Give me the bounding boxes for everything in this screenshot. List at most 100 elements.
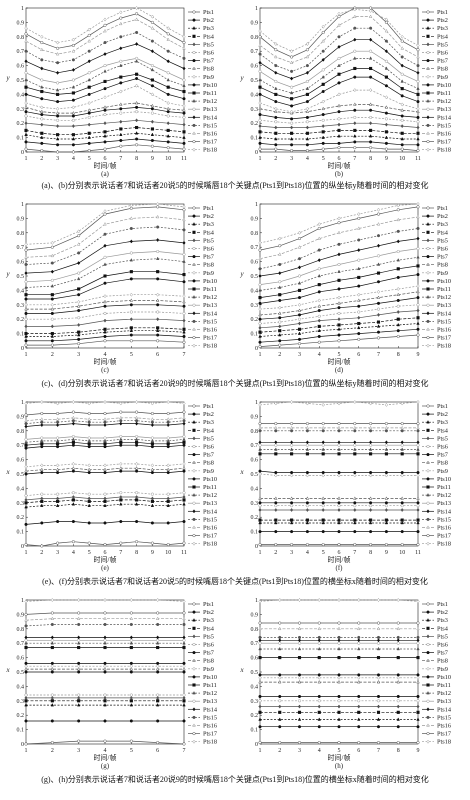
data-point (166, 92, 170, 96)
data-point (357, 694, 361, 699)
data-point (119, 59, 123, 63)
data-point (40, 41, 44, 45)
series-Pts10 (24, 77, 186, 104)
data-point (156, 303, 160, 307)
data-point (305, 70, 310, 75)
data-point (400, 39, 404, 43)
series-Pts4 (258, 316, 420, 334)
data-point (353, 56, 357, 60)
data-point (50, 645, 54, 650)
legend-marker (426, 18, 430, 22)
data-point (278, 717, 282, 721)
data-point (305, 131, 309, 135)
series-line (25, 463, 185, 468)
data-point (182, 635, 186, 640)
x-axis-label: 时间/帧 (94, 161, 117, 170)
legend-marker (192, 83, 196, 87)
data-point (297, 230, 302, 235)
data-point (353, 452, 357, 456)
data-point (50, 622, 54, 627)
legend-marker (426, 311, 430, 316)
data-point (56, 61, 60, 65)
data-point (321, 530, 325, 534)
x-tick-label: 6 (156, 352, 159, 358)
y-tick-label: 0.2 (17, 317, 25, 323)
data-point (278, 285, 282, 289)
y-tick-label: 1 (255, 400, 258, 406)
data-point (278, 704, 282, 709)
y-tick-label: 1 (255, 202, 258, 208)
legend-label: Pts2 (203, 17, 214, 24)
data-point (321, 30, 325, 35)
data-point (182, 435, 186, 439)
data-point (40, 423, 44, 428)
y-axis-label: x (5, 468, 10, 476)
data-point (103, 645, 107, 650)
x-tick-label: 1 (259, 156, 262, 162)
data-point (317, 621, 321, 625)
series-Pts9 (258, 472, 420, 478)
data-point (103, 436, 107, 440)
data-point (317, 328, 321, 332)
data-point (321, 440, 325, 445)
data-point (77, 309, 81, 313)
data-point (40, 420, 44, 424)
data-point (305, 86, 310, 90)
data-point (353, 447, 357, 451)
legend-marker (192, 336, 196, 340)
series-Pts14 (258, 638, 420, 643)
chart-panel-d: 0 0.1 0.2 0.3 0.4 0.5 0.6 0.7 0.8 0.9 1 1 2 3 4 5 6 7 8 9 时间… (236, 198, 468, 374)
y-tick-label: 0.5 (251, 472, 259, 478)
data-point (56, 133, 60, 137)
data-point (24, 334, 28, 338)
data-point (396, 621, 400, 625)
data-point (305, 508, 310, 512)
data-point (384, 111, 388, 115)
data-point (290, 518, 294, 522)
y-tick-label: 0.3 (251, 303, 259, 309)
data-point (119, 16, 123, 20)
data-point (258, 135, 262, 139)
data-point (278, 244, 282, 248)
legend-marker (192, 610, 196, 614)
data-point (150, 138, 154, 143)
legend-marker (192, 468, 196, 473)
x-tick-label: 4 (318, 748, 321, 754)
data-point (416, 43, 420, 48)
data-point (353, 7, 357, 12)
legend-label: Pts17 (437, 335, 451, 342)
data-point (317, 283, 321, 287)
series-Pts15 (24, 622, 186, 628)
data-point (337, 323, 341, 327)
data-point (182, 41, 186, 45)
data-point (24, 693, 28, 697)
legend-label: Pts1 (437, 601, 448, 608)
data-point (376, 289, 381, 294)
data-point (166, 146, 170, 150)
data-point (156, 693, 160, 697)
data-point (353, 115, 357, 119)
data-point (77, 293, 81, 297)
data-point (50, 343, 54, 347)
data-point (71, 415, 76, 420)
data-point (103, 492, 107, 496)
data-point (166, 417, 170, 421)
data-point (337, 103, 341, 108)
data-point (24, 446, 28, 450)
legend-label: Pts8 (203, 658, 214, 665)
y-tick-label: 0 (21, 150, 24, 156)
data-point (278, 626, 282, 631)
data-point (182, 111, 186, 115)
data-point (24, 464, 28, 469)
data-point (321, 518, 325, 522)
series-Pts1 (258, 741, 420, 745)
y-tick-label: 0.3 (251, 699, 259, 705)
data-point (182, 695, 186, 700)
data-point (337, 501, 341, 505)
data-point (369, 504, 373, 508)
x-axis-label: 时间/帧 (94, 753, 117, 762)
legend-marker (192, 214, 196, 218)
series-Pts5 (258, 308, 420, 330)
series-Pts6 (24, 110, 186, 122)
data-point (87, 135, 91, 139)
